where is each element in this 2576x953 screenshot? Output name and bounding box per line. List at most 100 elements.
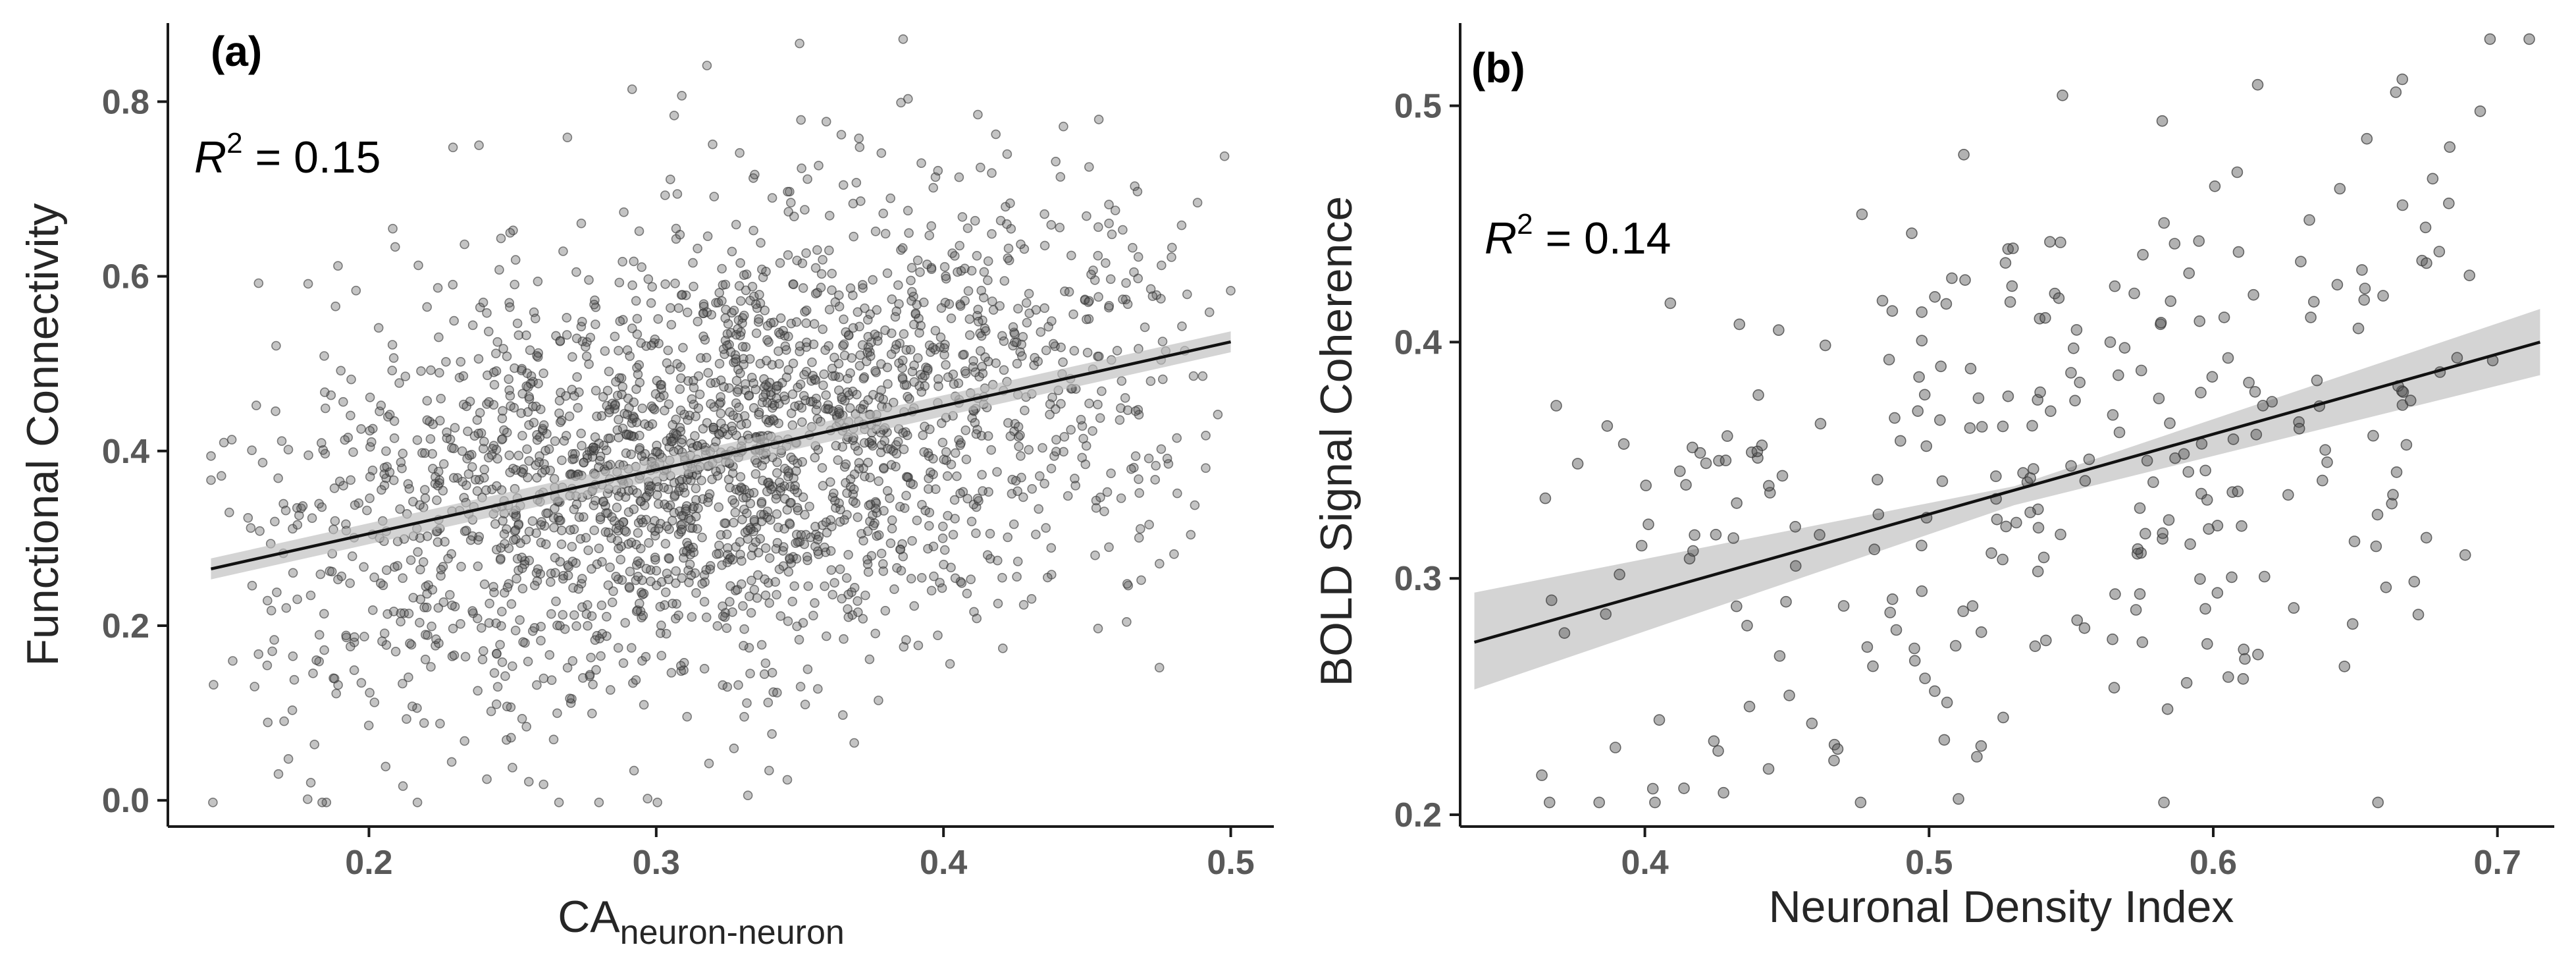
panel-b-data-point — [2209, 180, 2221, 192]
panel-a-data-point — [1104, 300, 1115, 311]
panel-b-r-value: = 0.14 — [1533, 213, 1671, 263]
panel-a-data-point — [647, 282, 658, 292]
panel-a-data-point — [1022, 317, 1032, 328]
panel-b-data-point — [2444, 141, 2456, 153]
panel-a-data-point — [1105, 274, 1116, 285]
panel-b-data-point — [1890, 624, 1903, 636]
panel-a-data-point — [1093, 292, 1103, 302]
panel-a-data-point — [557, 455, 567, 466]
panel-a-data-point — [972, 493, 983, 504]
panel-a-data-point — [727, 555, 738, 565]
panel-a-data-point — [819, 369, 829, 379]
panel-a-data-point — [458, 476, 467, 487]
panel-b-data-point — [2169, 238, 2181, 250]
panel-a-data-point — [797, 258, 808, 269]
panel-b-data-point — [2380, 581, 2392, 593]
panel-a-data-point — [685, 559, 695, 570]
panel-a-data-point — [1093, 222, 1103, 232]
panel-a-data-point — [492, 337, 503, 347]
panel-a-data-point — [550, 568, 560, 578]
panel-b-data-point — [2078, 622, 2091, 634]
panel-a-data-point — [404, 483, 415, 494]
panel-a-data-point — [1069, 346, 1080, 356]
panel-a-data-point — [581, 609, 592, 619]
panel-a-data-point — [614, 491, 624, 501]
panel-a-data-point — [717, 560, 727, 570]
panel-a-data-point — [720, 518, 729, 528]
panel-a-data-point — [576, 218, 587, 229]
panel-a-data-point — [533, 348, 544, 358]
panel-b-data-point — [1536, 769, 1548, 781]
panel-a-data-point — [987, 168, 997, 178]
panel-a-data-point — [858, 283, 868, 293]
panel-a-data-point — [854, 133, 864, 144]
panel-a-data-point — [992, 467, 1002, 477]
panel-a-data-point — [635, 430, 644, 441]
panel-a-data-point — [363, 721, 374, 730]
panel-b-data-point — [1975, 740, 1987, 752]
panel-a-data-point — [637, 403, 648, 414]
panel-a-data-point — [369, 572, 379, 582]
panel-b-data-point — [1674, 465, 1686, 477]
panel-a-data-point — [662, 568, 672, 579]
panel-a-data-point — [292, 520, 303, 530]
panel-a-data-point — [955, 301, 966, 311]
panel-a-y-tick-label: 0.8 — [102, 83, 149, 121]
panel-a-data-point — [701, 352, 712, 363]
panel-a-data-point — [303, 450, 313, 460]
panel-a-data-point — [874, 476, 883, 486]
panel-b-data-point — [2400, 439, 2413, 451]
panel-a-data-point — [1106, 468, 1116, 479]
panel-a-data-point — [1144, 520, 1154, 530]
panel-a-data-point — [849, 738, 859, 748]
panel-a-data-point — [620, 618, 631, 628]
panel-a-data-point — [298, 501, 308, 511]
panel-a-data-point — [255, 526, 265, 536]
panel-a-data-point — [554, 798, 564, 807]
panel-b-data-point — [2109, 588, 2121, 600]
panel-a-data-point — [460, 651, 471, 662]
panel-a-data-point — [1051, 404, 1061, 414]
panel-a-data-point — [723, 319, 733, 329]
panel-a-data-point — [689, 399, 698, 410]
panel-b-data-point — [2377, 290, 2389, 302]
panel-a-data-point — [835, 564, 845, 574]
panel-a-data-point — [999, 276, 1010, 286]
panel-a-data-point — [898, 355, 908, 366]
panel-a-data-point — [587, 452, 598, 462]
panel-a-data-point — [727, 495, 737, 505]
panel-b-data-point — [1953, 793, 1964, 805]
panel-a-data-point — [918, 430, 928, 441]
panel-a-data-point — [492, 649, 502, 659]
panel-a-data-point — [939, 454, 949, 465]
panel-a-data-point — [415, 618, 425, 628]
panel-a-data-point — [555, 336, 565, 346]
panel-a-data-point — [783, 566, 794, 577]
panel-b-data-point — [1727, 532, 1739, 544]
panel-a-data-point — [556, 539, 567, 549]
panel-a-data-point — [725, 482, 735, 493]
panel-a-data-point — [727, 607, 737, 617]
panel-b-data-point — [2195, 438, 2208, 450]
panel-a-data-point — [307, 513, 317, 524]
panel-a-data-point — [316, 438, 327, 448]
panel-b-data-point — [1831, 743, 1844, 755]
panel-b-data-point — [2195, 387, 2207, 398]
panel-a-data-point — [901, 491, 911, 501]
panel-a-data-point — [224, 507, 234, 518]
panel-a-data-point — [660, 405, 670, 416]
panel-a-data-point — [783, 616, 793, 626]
panel-a-data-point — [787, 596, 797, 607]
panel-a-data-point — [979, 267, 989, 277]
panel-a-data-point — [671, 566, 681, 576]
panel-a-data-point — [804, 501, 814, 512]
panel-a-data-point — [345, 641, 355, 652]
panel-a-data-point — [966, 516, 977, 527]
panel-a-data-point — [772, 537, 783, 548]
panel-b-data-point — [2070, 324, 2083, 336]
panel-a-data-point — [666, 436, 677, 447]
panel-a-data-point — [626, 643, 637, 653]
panel-a-data-point — [592, 559, 602, 570]
panel-a-data-point — [876, 148, 887, 158]
panel-a-data-point — [693, 243, 702, 254]
